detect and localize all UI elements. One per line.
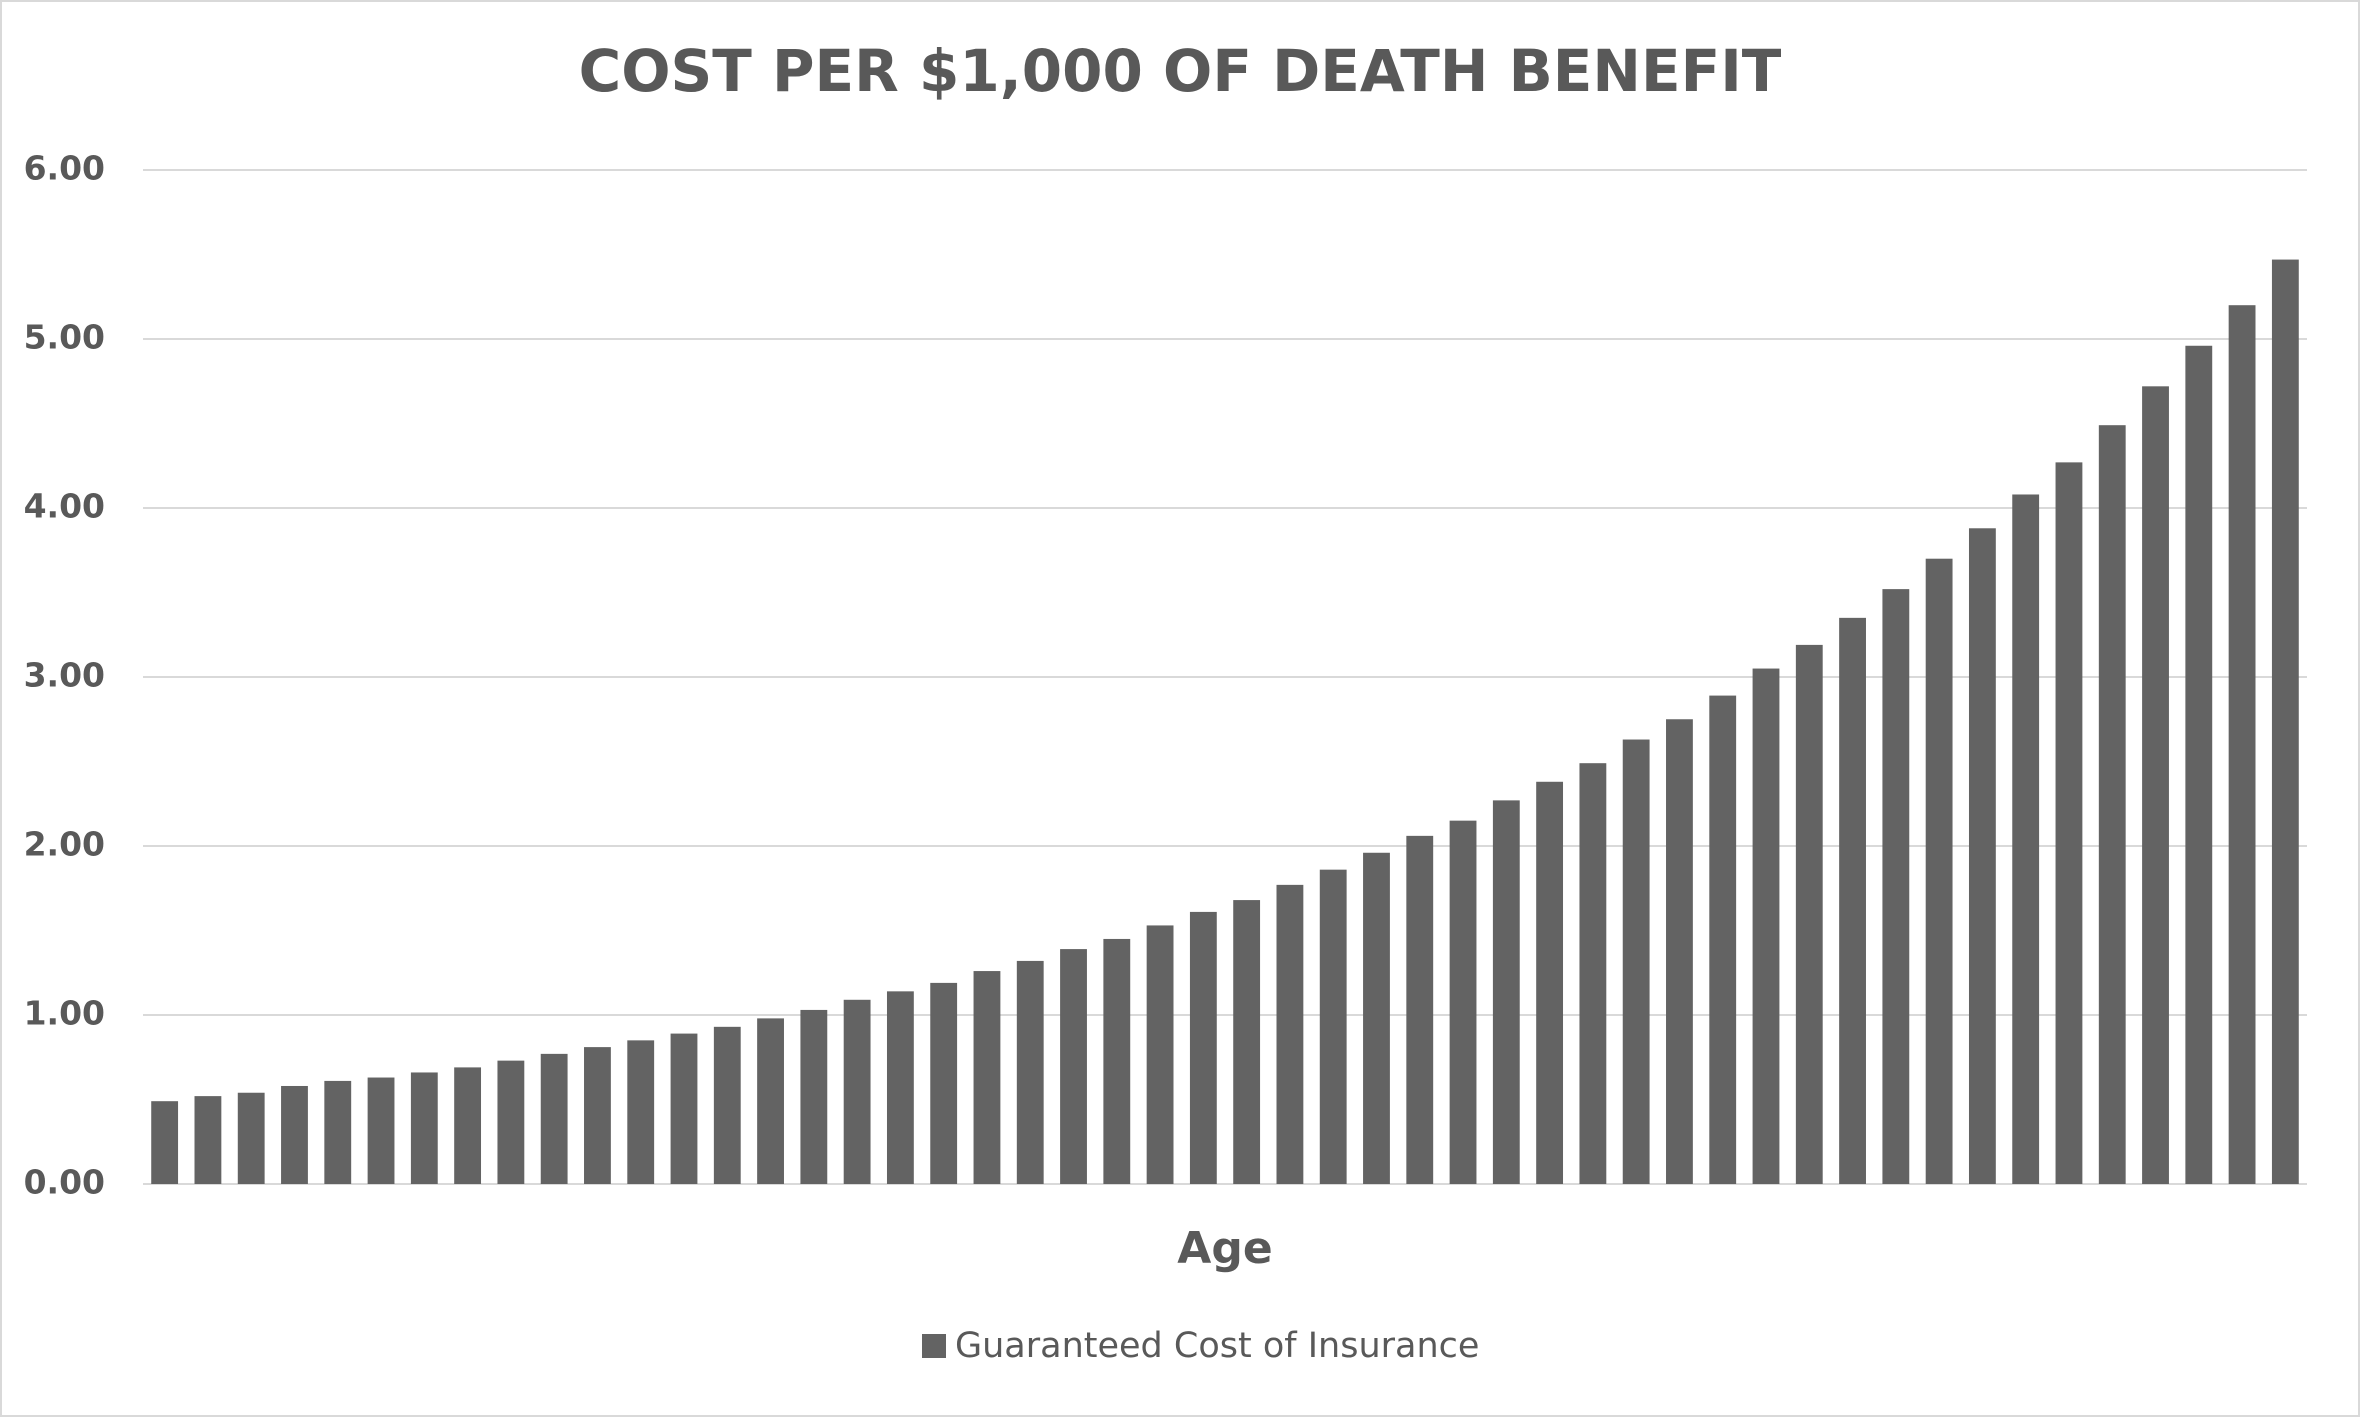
bar	[757, 1018, 784, 1184]
bar	[1536, 781, 1564, 1184]
y-tick-label: 2.00	[24, 825, 105, 864]
x-axis-label: Age	[1177, 1223, 1272, 1274]
bar	[540, 1053, 568, 1184]
bar	[1968, 528, 1996, 1184]
bar	[324, 1080, 352, 1184]
y-tick-label: 0.00	[24, 1163, 105, 1202]
bar	[930, 982, 958, 1184]
bar	[627, 1040, 655, 1184]
bar	[1233, 900, 1261, 1184]
bar	[367, 1077, 395, 1184]
bar	[1709, 695, 1737, 1184]
bar	[2055, 462, 2083, 1184]
bar	[1103, 938, 1131, 1184]
bar	[454, 1067, 482, 1184]
bar	[1189, 911, 1217, 1184]
y-tick-label: 3.00	[24, 656, 105, 695]
chart-title: COST PER $1,000 OF DEATH BENEFIT	[579, 37, 1782, 105]
bar	[670, 1033, 698, 1184]
bar	[2271, 259, 2299, 1184]
bar	[1579, 763, 1607, 1184]
bar	[1016, 960, 1044, 1184]
bar	[1622, 739, 1650, 1184]
bar	[1666, 719, 1693, 1184]
bar	[1319, 869, 1347, 1184]
bar	[1925, 558, 1953, 1184]
bar	[584, 1047, 611, 1184]
bar	[973, 971, 1001, 1184]
bar	[1882, 589, 1910, 1184]
bar	[2012, 494, 2040, 1185]
bar	[1752, 668, 1780, 1184]
bar	[800, 1009, 828, 1184]
bar	[2098, 425, 2126, 1184]
bar	[237, 1092, 265, 1184]
bar	[1492, 800, 1520, 1184]
y-tick-label: 5.00	[24, 318, 105, 357]
bar	[1276, 884, 1304, 1184]
y-tick-label: 6.00	[24, 149, 105, 188]
bar	[2228, 305, 2256, 1184]
bar	[886, 991, 914, 1184]
legend-marker	[922, 1334, 946, 1358]
bar	[843, 999, 871, 1184]
bar	[194, 1096, 222, 1184]
bar	[1146, 925, 1174, 1184]
bar	[2142, 386, 2169, 1184]
bar	[2185, 345, 2213, 1184]
bar	[1839, 617, 1866, 1184]
bar	[281, 1085, 308, 1184]
bar	[1060, 949, 1087, 1184]
y-tick-label: 4.00	[24, 487, 105, 526]
y-tick-label: 1.00	[24, 994, 105, 1033]
legend-label: Guaranteed Cost of Insurance	[955, 1326, 1479, 1366]
bar	[1449, 820, 1477, 1184]
bar	[1363, 852, 1390, 1184]
bar	[410, 1072, 438, 1184]
bar	[1795, 644, 1823, 1184]
bar	[713, 1026, 741, 1184]
bar	[497, 1060, 525, 1184]
bar	[151, 1101, 179, 1184]
bar	[1406, 835, 1434, 1184]
